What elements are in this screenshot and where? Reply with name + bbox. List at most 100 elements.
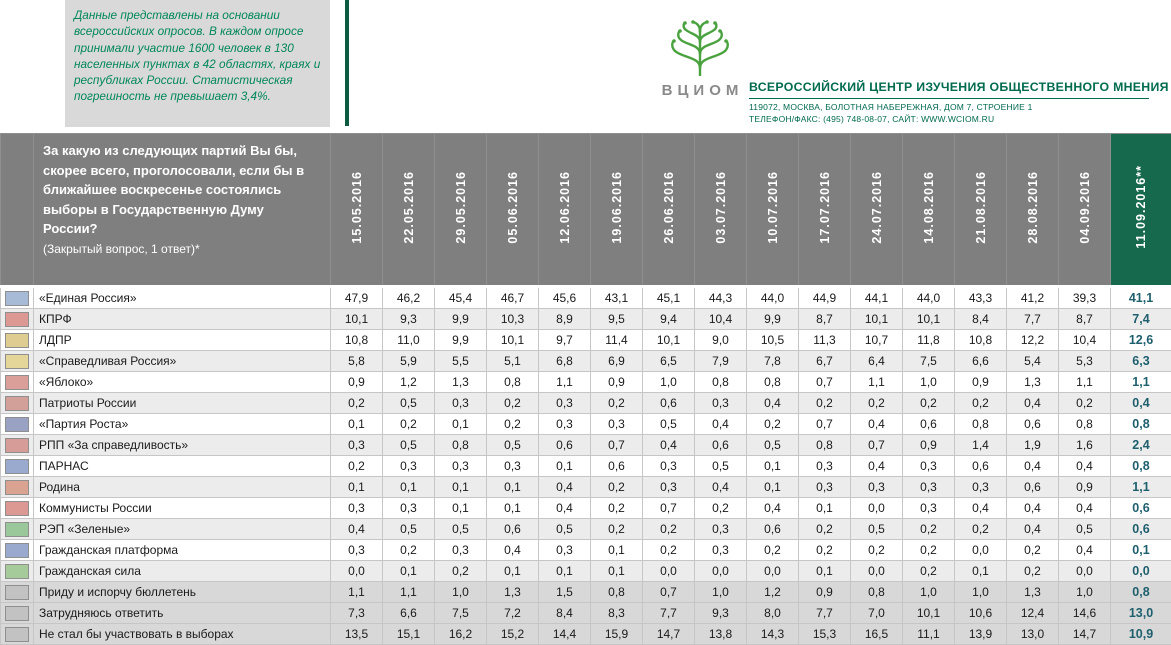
party-logo: [5, 291, 29, 306]
value-cell: 0,0: [695, 561, 747, 582]
value-cell: 0,1: [487, 498, 539, 519]
value-cell: 0,2: [1007, 540, 1059, 561]
value-cell: 0,1: [539, 561, 591, 582]
value-cell: 0,9: [1059, 477, 1111, 498]
value-cell: 0,6: [487, 519, 539, 540]
party-logo: [5, 438, 29, 453]
forecast-value-cell: 1,1: [1111, 477, 1171, 498]
value-cell: 0,2: [851, 393, 903, 414]
party-logo-tint: [6, 376, 28, 389]
date-column-header: 15.05.2016: [331, 134, 383, 287]
value-cell: 9,5: [591, 309, 643, 330]
value-cell: 0,2: [747, 414, 799, 435]
value-cell: 0,9: [955, 372, 1007, 393]
poll-table: За какую из следующих партий Вы бы, скор…: [0, 133, 1171, 645]
value-cell: 0,8: [851, 582, 903, 603]
value-cell: 0,8: [487, 372, 539, 393]
value-cell: 5,1: [487, 351, 539, 372]
value-cell: 0,2: [747, 540, 799, 561]
date-label: 05.06.2016: [506, 171, 520, 244]
value-cell: 1,0: [695, 582, 747, 603]
date-column-header: 14.08.2016: [903, 134, 955, 287]
value-cell: 10,1: [331, 309, 383, 330]
value-cell: 0,5: [747, 435, 799, 456]
value-cell: 0,2: [903, 393, 955, 414]
party-logo-tint: [6, 523, 28, 536]
value-cell: 1,1: [1059, 372, 1111, 393]
value-cell: 0,4: [539, 477, 591, 498]
value-cell: 9,3: [383, 309, 435, 330]
value-cell: 10,5: [747, 330, 799, 351]
org-address-line1: 119072, МОСКВА, БОЛОТНАЯ НАБЕРЕЖНАЯ, ДОМ…: [749, 102, 1149, 114]
value-cell: 0,4: [747, 393, 799, 414]
value-cell: 44,9: [799, 287, 851, 309]
forecast-value-cell: 0,0: [1111, 561, 1171, 582]
party-logo-cell: [1, 351, 34, 372]
value-cell: 6,6: [955, 351, 1007, 372]
value-cell: 0,3: [643, 477, 695, 498]
forecast-value-cell: 0,8: [1111, 456, 1171, 477]
value-cell: 8,0: [747, 603, 799, 624]
value-cell: 0,2: [487, 393, 539, 414]
date-label: 15.05.2016: [350, 171, 364, 244]
value-cell: 0,0: [851, 561, 903, 582]
value-cell: 10,4: [1059, 330, 1111, 351]
value-cell: 0,2: [903, 519, 955, 540]
party-label: «Яблоко»: [34, 372, 331, 393]
party-logo-tint: [6, 439, 28, 452]
value-cell: 0,0: [643, 561, 695, 582]
value-cell: 0,1: [435, 414, 487, 435]
date-column-header: 17.07.2016: [799, 134, 851, 287]
value-cell: 0,3: [695, 540, 747, 561]
value-cell: 1,0: [435, 582, 487, 603]
value-cell: 0,8: [1059, 414, 1111, 435]
party-logo-tint: [6, 544, 28, 557]
value-cell: 0,2: [955, 393, 1007, 414]
party-logo-tint: [6, 313, 28, 326]
value-cell: 10,4: [695, 309, 747, 330]
value-cell: 44,1: [851, 287, 903, 309]
value-cell: 0,9: [799, 582, 851, 603]
date-column-header: 10.07.2016: [747, 134, 799, 287]
value-cell: 1,1: [539, 372, 591, 393]
value-cell: 0,1: [591, 540, 643, 561]
value-cell: 0,2: [799, 393, 851, 414]
value-cell: 7,8: [747, 351, 799, 372]
party-logo-cell: [1, 477, 34, 498]
value-cell: 11,8: [903, 330, 955, 351]
value-cell: 9,9: [747, 309, 799, 330]
value-cell: 0,8: [435, 435, 487, 456]
value-cell: 0,1: [383, 477, 435, 498]
value-cell: 0,2: [903, 540, 955, 561]
party-label: Гражданская сила: [34, 561, 331, 582]
party-logo: [5, 480, 29, 495]
value-cell: 0,2: [695, 498, 747, 519]
value-cell: 47,9: [331, 287, 383, 309]
value-cell: 0,6: [539, 435, 591, 456]
value-cell: 10,1: [903, 309, 955, 330]
value-cell: 0,2: [851, 540, 903, 561]
value-cell: 0,1: [435, 477, 487, 498]
value-cell: 0,3: [331, 540, 383, 561]
value-cell: 0,4: [487, 540, 539, 561]
value-cell: 0,9: [331, 372, 383, 393]
date-label: 26.06.2016: [662, 171, 676, 244]
date-column-header: 24.07.2016: [851, 134, 903, 287]
value-cell: 0,2: [799, 519, 851, 540]
value-cell: 0,5: [435, 519, 487, 540]
question-note: (Закрытый вопрос, 1 ответ)*: [43, 242, 321, 256]
party-logo: [5, 354, 29, 369]
org-name: ВСЕРОССИЙСКИЙ ЦЕНТР ИЗУЧЕНИЯ ОБЩЕСТВЕННО…: [749, 80, 1149, 99]
value-cell: 10,1: [487, 330, 539, 351]
value-cell: 0,2: [1007, 561, 1059, 582]
value-cell: 8,9: [539, 309, 591, 330]
party-logo-tint: [6, 565, 28, 578]
value-cell: 0,1: [799, 561, 851, 582]
value-cell: 0,5: [487, 435, 539, 456]
party-logo: [5, 396, 29, 411]
party-logo: [5, 564, 29, 579]
value-cell: 0,2: [487, 414, 539, 435]
